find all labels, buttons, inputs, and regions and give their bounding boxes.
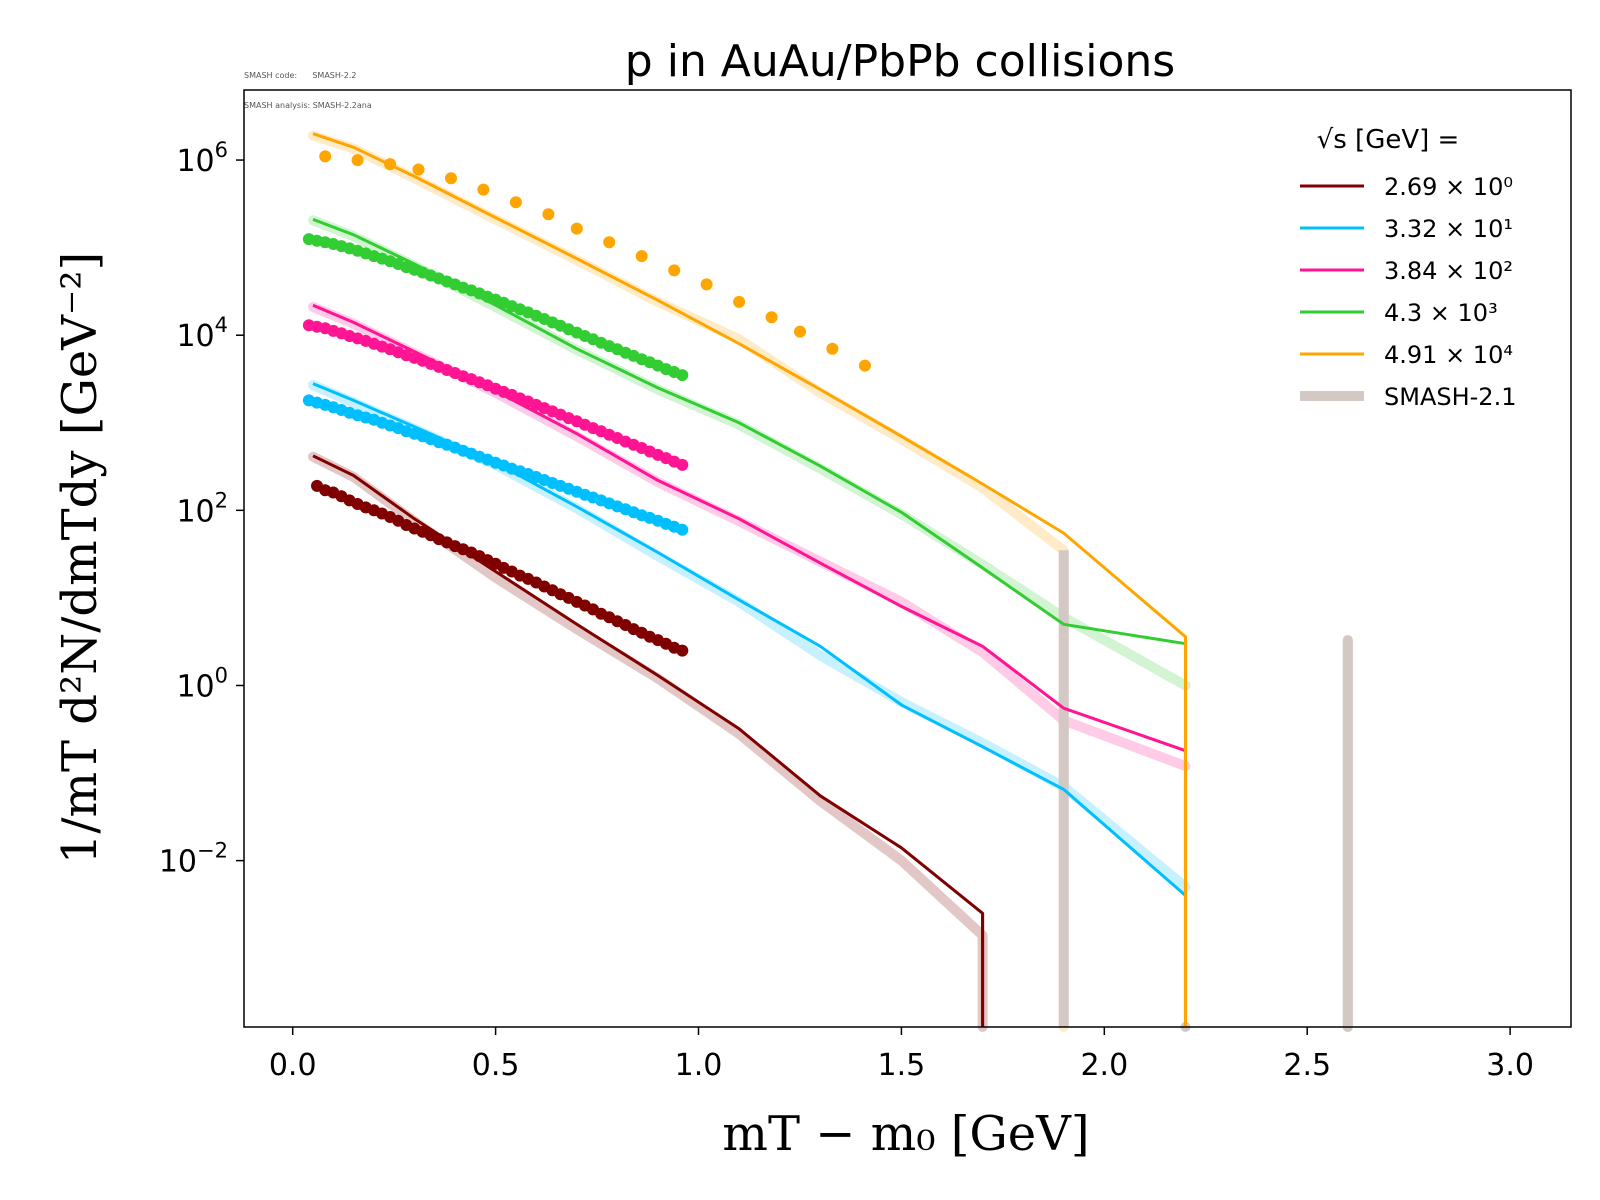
legend-label-2: 3.84 × 10²	[1384, 257, 1513, 285]
x-tick-label: 2.0	[1080, 1048, 1128, 1083]
legend-label-1: 3.32 × 10¹	[1384, 215, 1513, 243]
y-tick-label: 102	[176, 488, 228, 529]
legend: √s [GeV] = 2.69 × 10⁰ 3.32 × 10¹ 3.84 × 10…	[1300, 125, 1516, 411]
x-tick-label: 0.0	[269, 1048, 317, 1083]
data-point	[570, 222, 583, 235]
data-point	[668, 264, 681, 277]
data-point	[794, 325, 806, 338]
x-tick-label: 2.5	[1283, 1048, 1331, 1083]
data-point	[635, 250, 648, 263]
smash21-band-2	[308, 302, 1191, 772]
data-point	[384, 158, 397, 171]
data-point	[765, 311, 778, 324]
data-point	[319, 150, 332, 163]
x-axis: 0.0 0.5 1.0 1.5 2.0 2.5 3.0	[269, 1027, 1534, 1083]
series-line-4	[312, 132, 1187, 1027]
series-points-2	[302, 319, 689, 471]
data-point	[603, 236, 616, 249]
series-points-4	[319, 150, 871, 372]
smash-analysis-line: SMASH analysis: SMASH-2.2ana	[244, 101, 372, 110]
smash21-band-0	[308, 451, 988, 1032]
series-points-3	[302, 233, 689, 382]
data-point	[351, 154, 364, 167]
data-point	[676, 644, 689, 657]
data-point	[412, 163, 425, 176]
x-tick-label: 1.5	[878, 1048, 926, 1083]
x-tick-label: 3.0	[1486, 1048, 1534, 1083]
data-point	[509, 196, 522, 209]
data-point	[700, 278, 713, 291]
legend-label-4: 4.91 × 10⁴	[1384, 341, 1513, 369]
series-line-1	[312, 382, 1187, 897]
data-point	[477, 183, 490, 196]
series-layer	[302, 130, 1353, 1032]
data-point	[445, 172, 457, 185]
data-point	[676, 458, 689, 471]
series-line-2	[312, 303, 1186, 753]
legend-label-3: 4.3 × 10³	[1384, 299, 1498, 327]
series-line-3	[312, 217, 1186, 646]
data-point	[733, 295, 746, 308]
data-point	[542, 208, 555, 221]
smash-code-line: SMASH code: SMASH-2.2	[244, 71, 357, 80]
legend-label-0: 2.69 × 10⁰	[1384, 173, 1513, 201]
legend-title: √s [GeV] =	[1317, 125, 1460, 155]
data-point	[676, 523, 689, 536]
x-tick-label: 0.5	[472, 1048, 520, 1083]
series-points-1	[302, 394, 689, 536]
x-axis-label: mT − m₀ [GeV]	[722, 1106, 1089, 1162]
x-tick-label: 1.0	[675, 1048, 723, 1083]
data-point	[858, 359, 871, 372]
chart-title: p in AuAu/PbPb collisions	[625, 36, 1175, 87]
y-tick-label: 106	[176, 138, 228, 179]
data-point	[676, 369, 689, 382]
y-axis: 106 104 102 100 10−2	[159, 138, 244, 880]
y-tick-label: 10−2	[159, 839, 228, 880]
smash-version-note: SMASH code: SMASH-2.2 SMASH analysis: SM…	[244, 51, 372, 121]
legend-label-5: SMASH-2.1	[1384, 383, 1516, 411]
series-line-0	[312, 454, 985, 1027]
plot-frame	[243, 89, 1572, 1028]
y-tick-label: 104	[176, 313, 228, 354]
y-tick-label: 100	[176, 663, 228, 704]
smash21-band-3	[308, 215, 1191, 691]
data-point	[826, 342, 839, 355]
series-points-0	[311, 479, 689, 657]
y-axis-label: 1/mT d²N/dmTdy [GeV⁻²]	[52, 252, 108, 864]
smash21-band-1	[308, 380, 1191, 892]
